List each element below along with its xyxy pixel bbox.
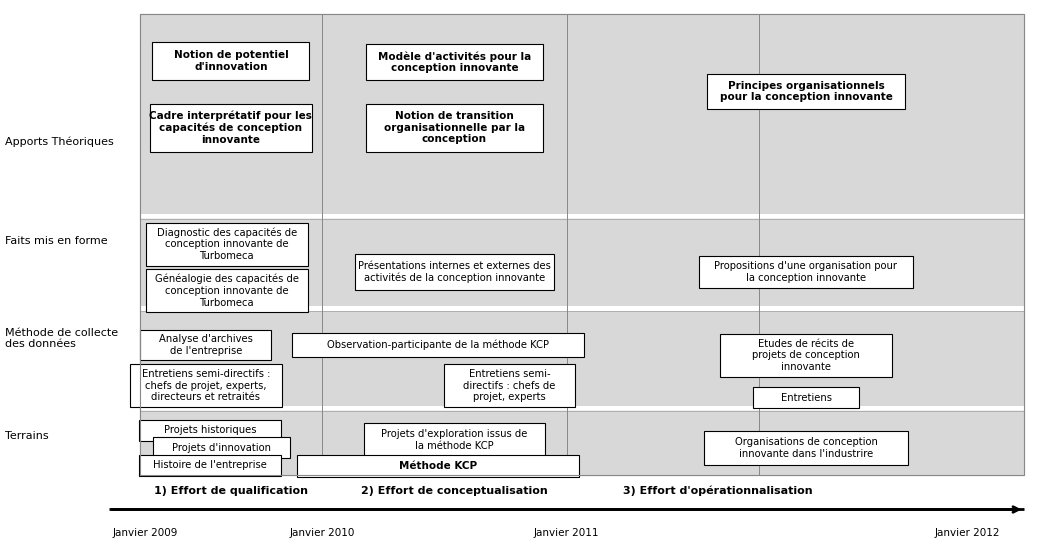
FancyBboxPatch shape — [366, 104, 543, 152]
Bar — [140, 14, 1024, 216]
FancyBboxPatch shape — [146, 223, 308, 266]
FancyBboxPatch shape — [720, 334, 892, 377]
FancyBboxPatch shape — [707, 74, 905, 109]
Text: Entretiens semi-directifs :
chefs de projet, experts,
directeurs et retraités: Entretiens semi-directifs : chefs de pro… — [141, 369, 270, 402]
Text: Observation-participante de la méthode KCP: Observation-participante de la méthode K… — [327, 340, 549, 350]
FancyBboxPatch shape — [150, 104, 312, 152]
Text: Méthode KCP: Méthode KCP — [398, 461, 477, 471]
Text: Analyse d'archives
de l'entreprise: Analyse d'archives de l'entreprise — [159, 335, 253, 356]
Text: 1) Effort de qualification: 1) Effort de qualification — [154, 486, 308, 496]
Text: Diagnostic des capacités de
conception innovante de
Turbomeca: Diagnostic des capacités de conception i… — [157, 228, 296, 261]
FancyBboxPatch shape — [139, 420, 281, 441]
Text: Cadre interprétatif pour les
capacités de conception
innovante: Cadre interprétatif pour les capacités d… — [150, 110, 312, 145]
Text: Propositions d'une organisation pour
la conception innovante: Propositions d'une organisation pour la … — [714, 261, 898, 282]
Text: Entretiens semi-
directifs : chefs de
projet, experts: Entretiens semi- directifs : chefs de pr… — [464, 369, 555, 402]
Text: Janvier 2010: Janvier 2010 — [290, 528, 355, 538]
Text: Faits mis en forme: Faits mis en forme — [5, 236, 108, 246]
Text: Présentations internes et externes des
activités de la conception innovante: Présentations internes et externes des a… — [358, 261, 551, 283]
Text: Notion de potentiel
d'innovation: Notion de potentiel d'innovation — [174, 51, 288, 72]
Bar — [140, 214, 1024, 218]
Bar — [140, 219, 1024, 308]
Text: Organisations de conception
innovante dans l'industrire: Organisations de conception innovante da… — [734, 437, 878, 458]
FancyBboxPatch shape — [297, 455, 578, 477]
FancyBboxPatch shape — [364, 423, 545, 457]
Text: Projets d'innovation: Projets d'innovation — [172, 443, 271, 453]
Text: Apports Théoriques: Apports Théoriques — [5, 137, 114, 147]
Text: Janvier 2009: Janvier 2009 — [113, 528, 178, 538]
Bar — [140, 306, 1024, 311]
FancyBboxPatch shape — [704, 431, 908, 465]
Text: Etudes de récits de
projets de conception
innovante: Etudes de récits de projets de conceptio… — [752, 339, 860, 372]
Text: Notion de transition
organisationnelle par la
conception: Notion de transition organisationnelle p… — [384, 111, 525, 144]
FancyBboxPatch shape — [366, 44, 543, 80]
Bar — [140, 14, 1024, 475]
Text: 2) Effort de conceptualisation: 2) Effort de conceptualisation — [361, 486, 548, 496]
FancyBboxPatch shape — [153, 42, 310, 80]
FancyBboxPatch shape — [140, 330, 271, 360]
Text: Modèle d'activités pour la
conception innovante: Modèle d'activités pour la conception in… — [378, 51, 531, 73]
Text: Terrains: Terrains — [5, 431, 49, 441]
FancyBboxPatch shape — [753, 387, 859, 408]
Text: Généalogie des capacités de
conception innovante de
Turbomeca: Généalogie des capacités de conception i… — [155, 274, 298, 307]
FancyBboxPatch shape — [154, 437, 289, 458]
Text: Entretiens: Entretiens — [780, 393, 832, 403]
Bar — [140, 311, 1024, 408]
Bar — [140, 406, 1024, 410]
Text: Janvier 2011: Janvier 2011 — [535, 528, 599, 538]
Bar — [140, 14, 1024, 475]
Text: Principes organisationnels
pour la conception innovante: Principes organisationnels pour la conce… — [720, 81, 892, 102]
FancyBboxPatch shape — [291, 333, 584, 357]
Text: Janvier 2012: Janvier 2012 — [935, 528, 999, 538]
Text: Projets d'exploration issus de
la méthode KCP: Projets d'exploration issus de la méthod… — [382, 430, 527, 451]
Bar — [140, 411, 1024, 475]
FancyBboxPatch shape — [444, 364, 575, 407]
Text: Projets historiques: Projets historiques — [164, 425, 256, 435]
FancyBboxPatch shape — [699, 256, 913, 288]
Text: 3) Effort d'opérationnalisation: 3) Effort d'opérationnalisation — [623, 486, 812, 496]
FancyBboxPatch shape — [130, 364, 282, 407]
FancyBboxPatch shape — [356, 254, 553, 290]
FancyBboxPatch shape — [146, 269, 308, 312]
Text: Méthode de collecte
des données: Méthode de collecte des données — [5, 328, 119, 349]
FancyBboxPatch shape — [139, 455, 281, 476]
Text: Histoire de l'entreprise: Histoire de l'entreprise — [153, 460, 267, 470]
